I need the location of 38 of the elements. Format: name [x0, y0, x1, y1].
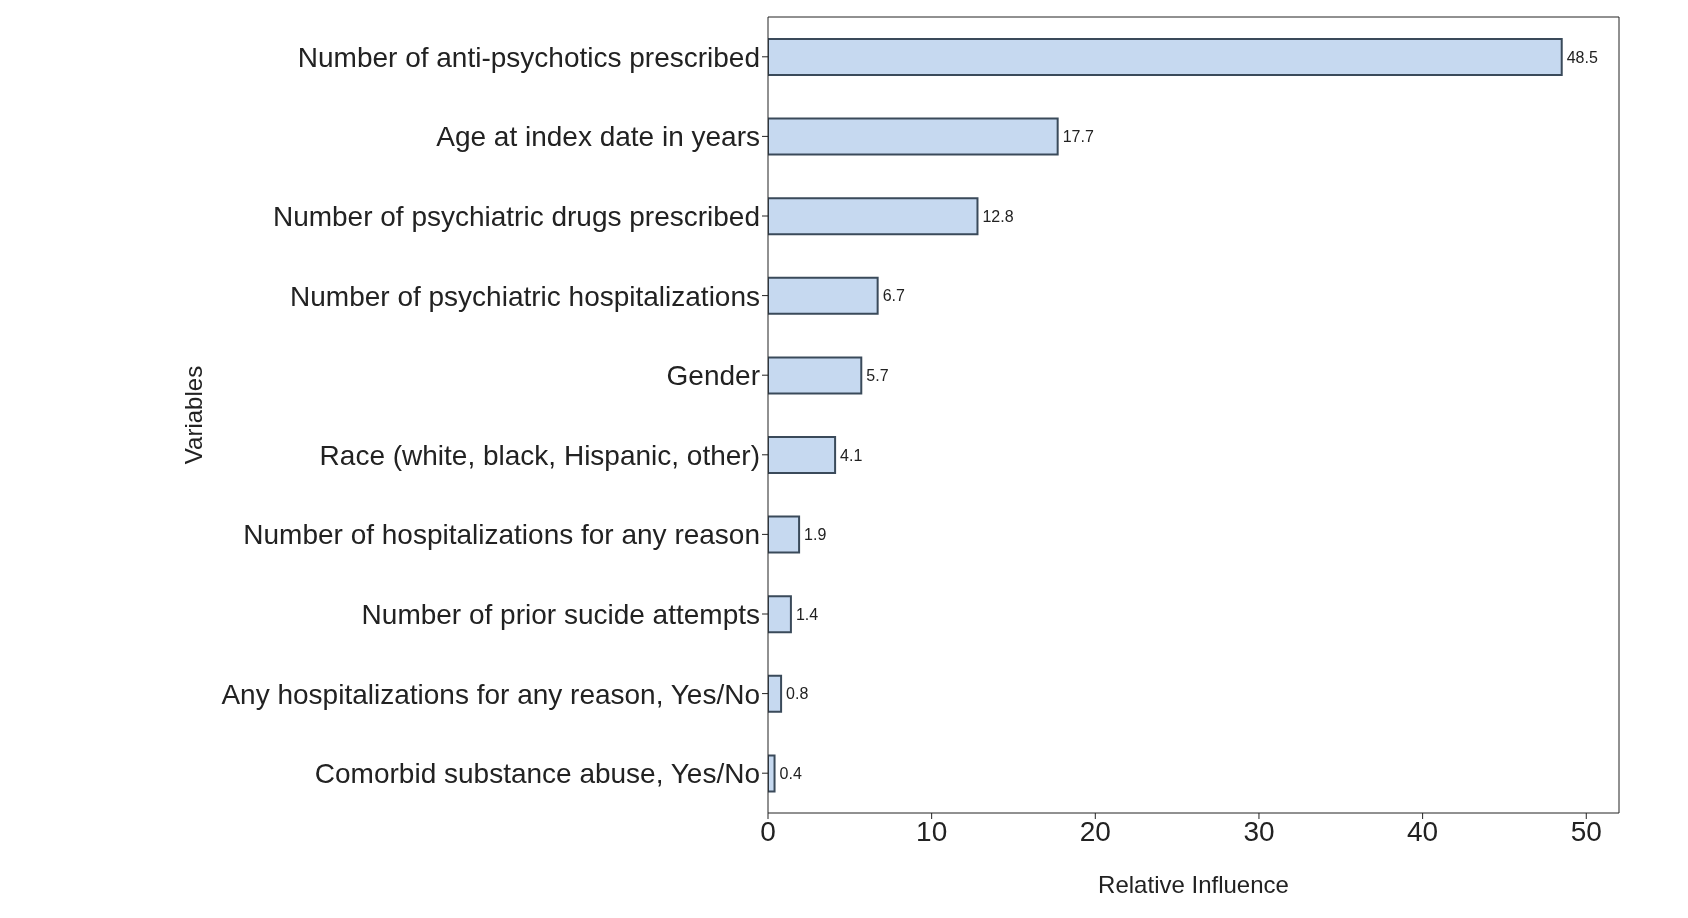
bar: [768, 595, 792, 634]
bar: [768, 117, 1059, 156]
data-label: 5.7: [866, 367, 889, 385]
y-tick-label: Any hospitalizations for any reason, Yes/No: [221, 678, 760, 710]
data-label: 0.4: [779, 765, 802, 783]
y-tick-label: Gender: [666, 360, 760, 392]
y-tick-label: Number of anti-psychotics prescribed: [297, 41, 760, 73]
y-tick-label: Race (white, black, Hispanic, other): [319, 439, 760, 471]
x-tick-label: 0: [760, 815, 776, 847]
bar: [768, 436, 837, 474]
y-tick-label: Number of psychiatric drugs prescribed: [272, 200, 760, 232]
x-tick-label: 50: [1570, 815, 1602, 847]
y-axis-title: Variables: [179, 365, 207, 465]
bar: [768, 515, 801, 554]
bar: [768, 754, 776, 793]
bar: [768, 38, 1563, 76]
data-label: 1.4: [795, 605, 819, 623]
y-tick-label: Number of psychiatric hospitalizations: [290, 280, 760, 312]
data-label: 17.7: [1062, 128, 1094, 146]
bar: [768, 674, 783, 713]
data-label: 4.1: [840, 446, 863, 464]
data-label: 48.5: [1566, 48, 1598, 66]
data-label: 12.8: [982, 207, 1014, 225]
y-tick-label: Comorbid substance abuse, Yes/No: [314, 758, 760, 790]
x-tick-label: 10: [916, 815, 948, 847]
data-label: 6.7: [882, 287, 905, 305]
y-tick-label: Age at index date in years: [436, 121, 760, 153]
bar: [768, 356, 863, 395]
y-tick-label: Number of prior sucide attempts: [361, 598, 760, 630]
bar: [768, 197, 979, 236]
x-tick-label: 30: [1243, 815, 1275, 847]
data-label: 1.9: [804, 526, 827, 544]
x-tick-label: 40: [1407, 815, 1439, 847]
y-tick-label: Number of hospitalizations for any reason: [243, 519, 760, 551]
x-tick-label: 20: [1079, 815, 1111, 847]
bar: [768, 276, 879, 315]
x-axis-title: Relative Influence: [1098, 871, 1289, 898]
data-label: 0.8: [786, 685, 809, 703]
